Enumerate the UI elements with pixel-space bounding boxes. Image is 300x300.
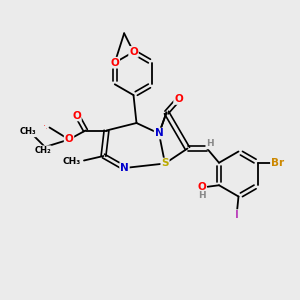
Text: N: N: [154, 128, 164, 139]
Text: CH₃: CH₃: [20, 128, 36, 136]
Text: CH₂: CH₂: [34, 146, 51, 155]
Text: O: O: [129, 47, 138, 57]
Text: I: I: [235, 210, 239, 220]
Text: O: O: [44, 125, 46, 127]
Text: O: O: [72, 110, 81, 121]
Text: O: O: [64, 134, 74, 145]
Text: H: H: [199, 191, 206, 200]
Text: O: O: [197, 182, 206, 192]
Text: O: O: [174, 94, 183, 104]
Text: O: O: [110, 58, 119, 68]
Text: CH₃: CH₃: [62, 158, 80, 166]
Text: H: H: [206, 140, 214, 148]
Text: O: O: [46, 128, 47, 129]
Text: S: S: [161, 158, 169, 169]
Text: Br: Br: [271, 158, 284, 168]
Text: N: N: [120, 163, 129, 173]
